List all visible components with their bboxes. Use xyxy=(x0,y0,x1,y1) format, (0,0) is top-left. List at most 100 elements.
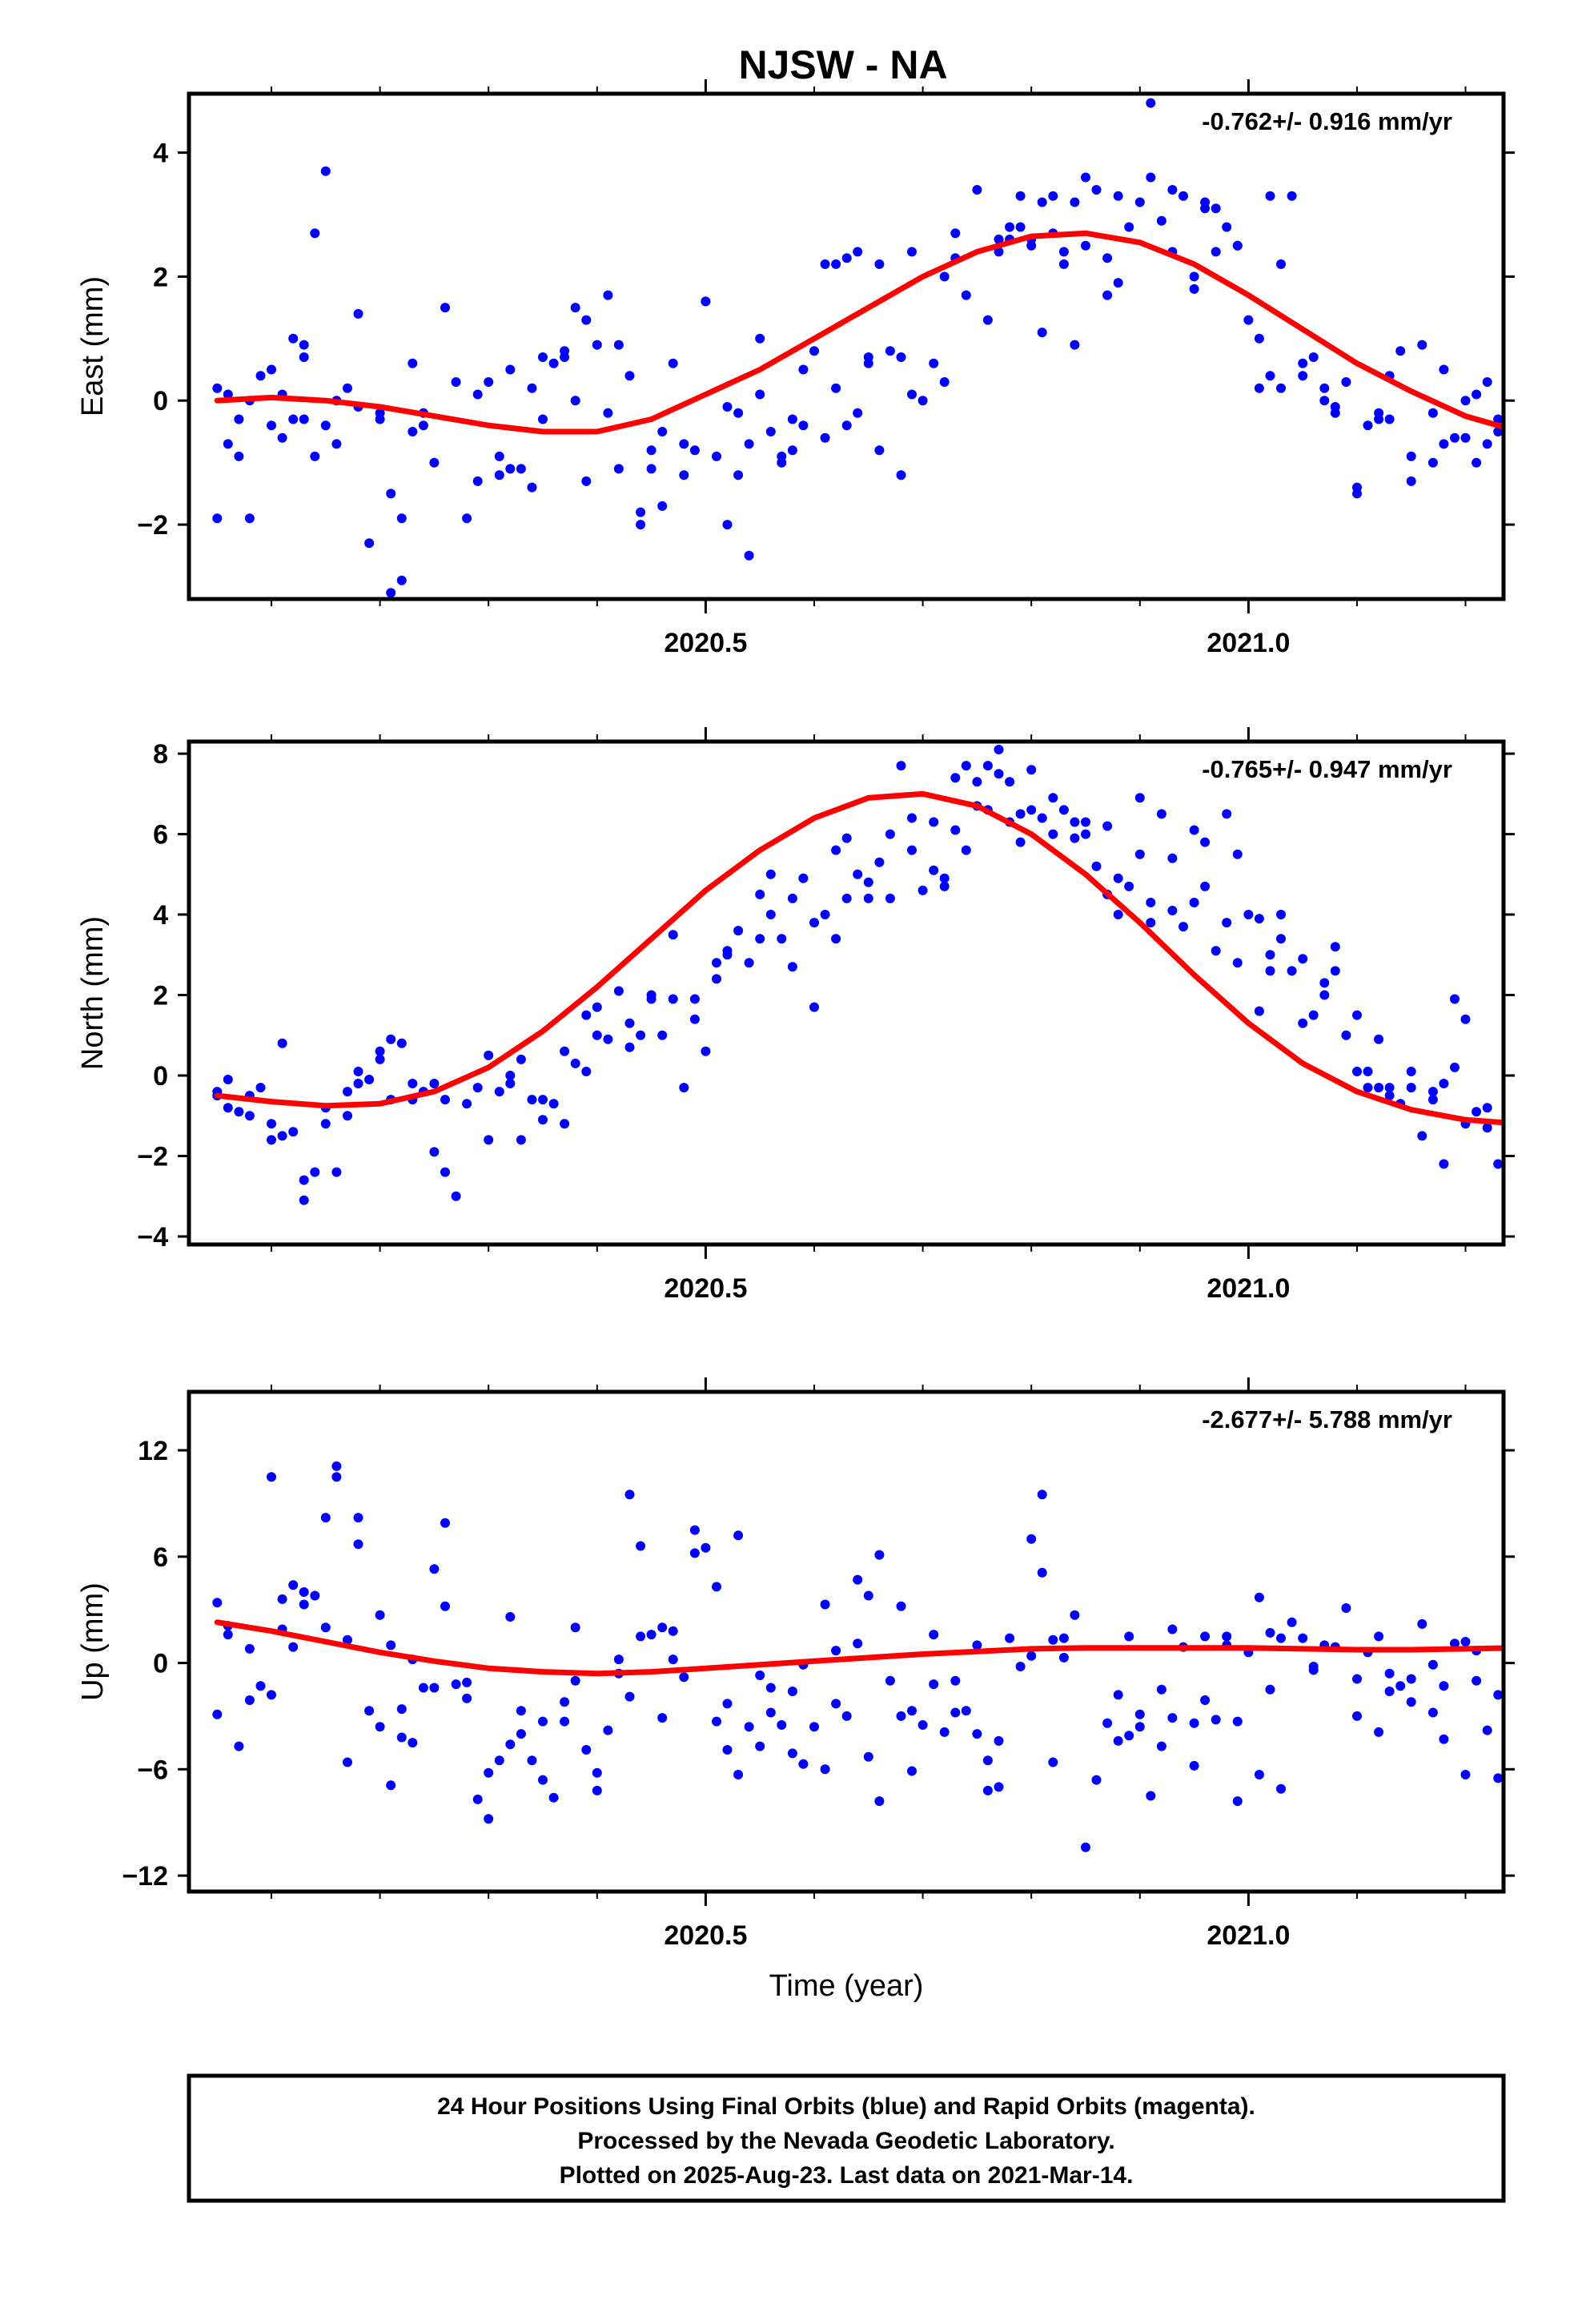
east-data-point xyxy=(1081,172,1090,183)
north-data-point xyxy=(267,1119,276,1129)
east-data-point xyxy=(1048,191,1058,201)
east-data-point xyxy=(560,352,570,362)
up-data-point xyxy=(1427,1659,1438,1670)
east-data-point xyxy=(1526,427,1536,436)
east-data-point xyxy=(636,507,646,517)
east-data-point xyxy=(1113,278,1123,288)
footer-line-1: 24 Hour Positions Using Final Orbits (bl… xyxy=(437,2093,1255,2120)
up-data-point xyxy=(1526,1671,1536,1680)
east-data-point xyxy=(896,352,906,362)
north-data-point xyxy=(1417,1131,1427,1141)
north-data-point xyxy=(863,893,873,903)
up-data-point xyxy=(288,1580,299,1590)
up-data-point xyxy=(1124,1731,1134,1741)
north-data-point xyxy=(712,974,721,984)
up-data-point xyxy=(1417,1618,1427,1629)
north-data-point xyxy=(982,761,993,771)
north-data-point xyxy=(744,958,754,968)
north-data-point xyxy=(765,869,776,879)
up-data-point xyxy=(733,1770,744,1779)
up-data-point xyxy=(982,1785,993,1795)
up-data-point xyxy=(853,1638,863,1649)
up-data-point xyxy=(657,1713,668,1723)
north-data-point xyxy=(1026,805,1037,815)
up-data-point xyxy=(331,1472,342,1482)
north-data-point xyxy=(1189,825,1199,835)
north-data-point xyxy=(538,1115,548,1125)
east-data-point xyxy=(755,389,765,400)
north-data-point xyxy=(1460,1014,1471,1024)
east-frame xyxy=(187,91,1506,601)
north-points xyxy=(212,745,1504,1205)
north-data-point xyxy=(1146,898,1156,907)
north-data-point xyxy=(994,745,1004,754)
up-data-point xyxy=(592,1767,602,1778)
north-data-point xyxy=(353,1067,363,1076)
north-data-point xyxy=(320,1119,331,1129)
east-data-point xyxy=(212,383,223,393)
east-data-point xyxy=(440,303,450,313)
east-data-point xyxy=(787,414,797,424)
up-data-point xyxy=(1384,1668,1395,1679)
north-data-point xyxy=(386,1034,396,1044)
east-data-point xyxy=(603,408,613,418)
up-data-point xyxy=(418,1683,428,1693)
up-data-point xyxy=(548,1792,559,1803)
up-data-point xyxy=(538,1716,548,1727)
east-data-point xyxy=(1146,98,1156,108)
up-data-point xyxy=(1395,1681,1406,1691)
up-data-point xyxy=(1254,1592,1264,1602)
up-data-point xyxy=(299,1599,309,1610)
up-data-point xyxy=(961,1706,971,1716)
panel-east: 2020.5 2021.0 4 2 0 −2 -0.762+/- 0.916 mm/yr Ea… xyxy=(76,79,1547,658)
up-data-point xyxy=(1058,1633,1069,1643)
north-data-point xyxy=(1384,1091,1395,1101)
east-data-point xyxy=(1222,222,1232,232)
up-data-point xyxy=(581,1745,592,1755)
up-data-point xyxy=(375,1722,385,1732)
east-x-tick-label: 2020.5 xyxy=(664,628,747,658)
up-data-point xyxy=(657,1622,668,1633)
east-data-point xyxy=(548,358,559,368)
up-data-point xyxy=(223,1630,233,1640)
east-data-point xyxy=(896,470,906,480)
up-data-point xyxy=(1493,1773,1504,1783)
north-data-point xyxy=(1232,958,1243,968)
north-data-point xyxy=(1330,942,1340,952)
north-data-point xyxy=(1319,990,1330,1000)
up-data-point xyxy=(1037,1490,1047,1500)
up-data-point xyxy=(1406,1697,1416,1707)
east-data-point xyxy=(331,439,342,449)
up-data-point xyxy=(386,1780,396,1791)
east-data-point xyxy=(494,451,504,461)
up-data-point xyxy=(299,1587,309,1597)
north-x-tick-label: 2020.5 xyxy=(664,1273,747,1304)
east-data-point xyxy=(1537,420,1547,430)
up-data-point xyxy=(1156,1684,1166,1695)
north-data-point xyxy=(375,1046,385,1056)
north-data-point xyxy=(516,1135,526,1145)
east-data-point xyxy=(841,253,852,263)
up-data-point xyxy=(1439,1681,1449,1691)
north-data-point xyxy=(961,761,971,771)
up-data-point xyxy=(994,1782,1004,1792)
east-data-point xyxy=(538,352,548,362)
north-data-point xyxy=(668,930,678,940)
north-data-point xyxy=(1276,910,1286,919)
east-data-point xyxy=(1460,432,1471,443)
east-data-point xyxy=(809,346,819,356)
east-data-point xyxy=(1352,489,1362,499)
up-data-point xyxy=(982,1755,993,1766)
east-x-tick-label: 2021.0 xyxy=(1207,628,1290,658)
up-data-point xyxy=(1526,1634,1536,1643)
east-data-point xyxy=(288,414,299,424)
east-data-point xyxy=(299,352,309,362)
east-data-point xyxy=(733,408,744,418)
east-data-point xyxy=(516,464,526,474)
east-data-point xyxy=(1472,457,1482,468)
east-data-point xyxy=(1265,191,1275,201)
up-data-point xyxy=(1298,1633,1308,1643)
up-data-point xyxy=(1460,1770,1471,1779)
east-data-point xyxy=(1081,240,1090,251)
east-data-point xyxy=(244,513,255,524)
